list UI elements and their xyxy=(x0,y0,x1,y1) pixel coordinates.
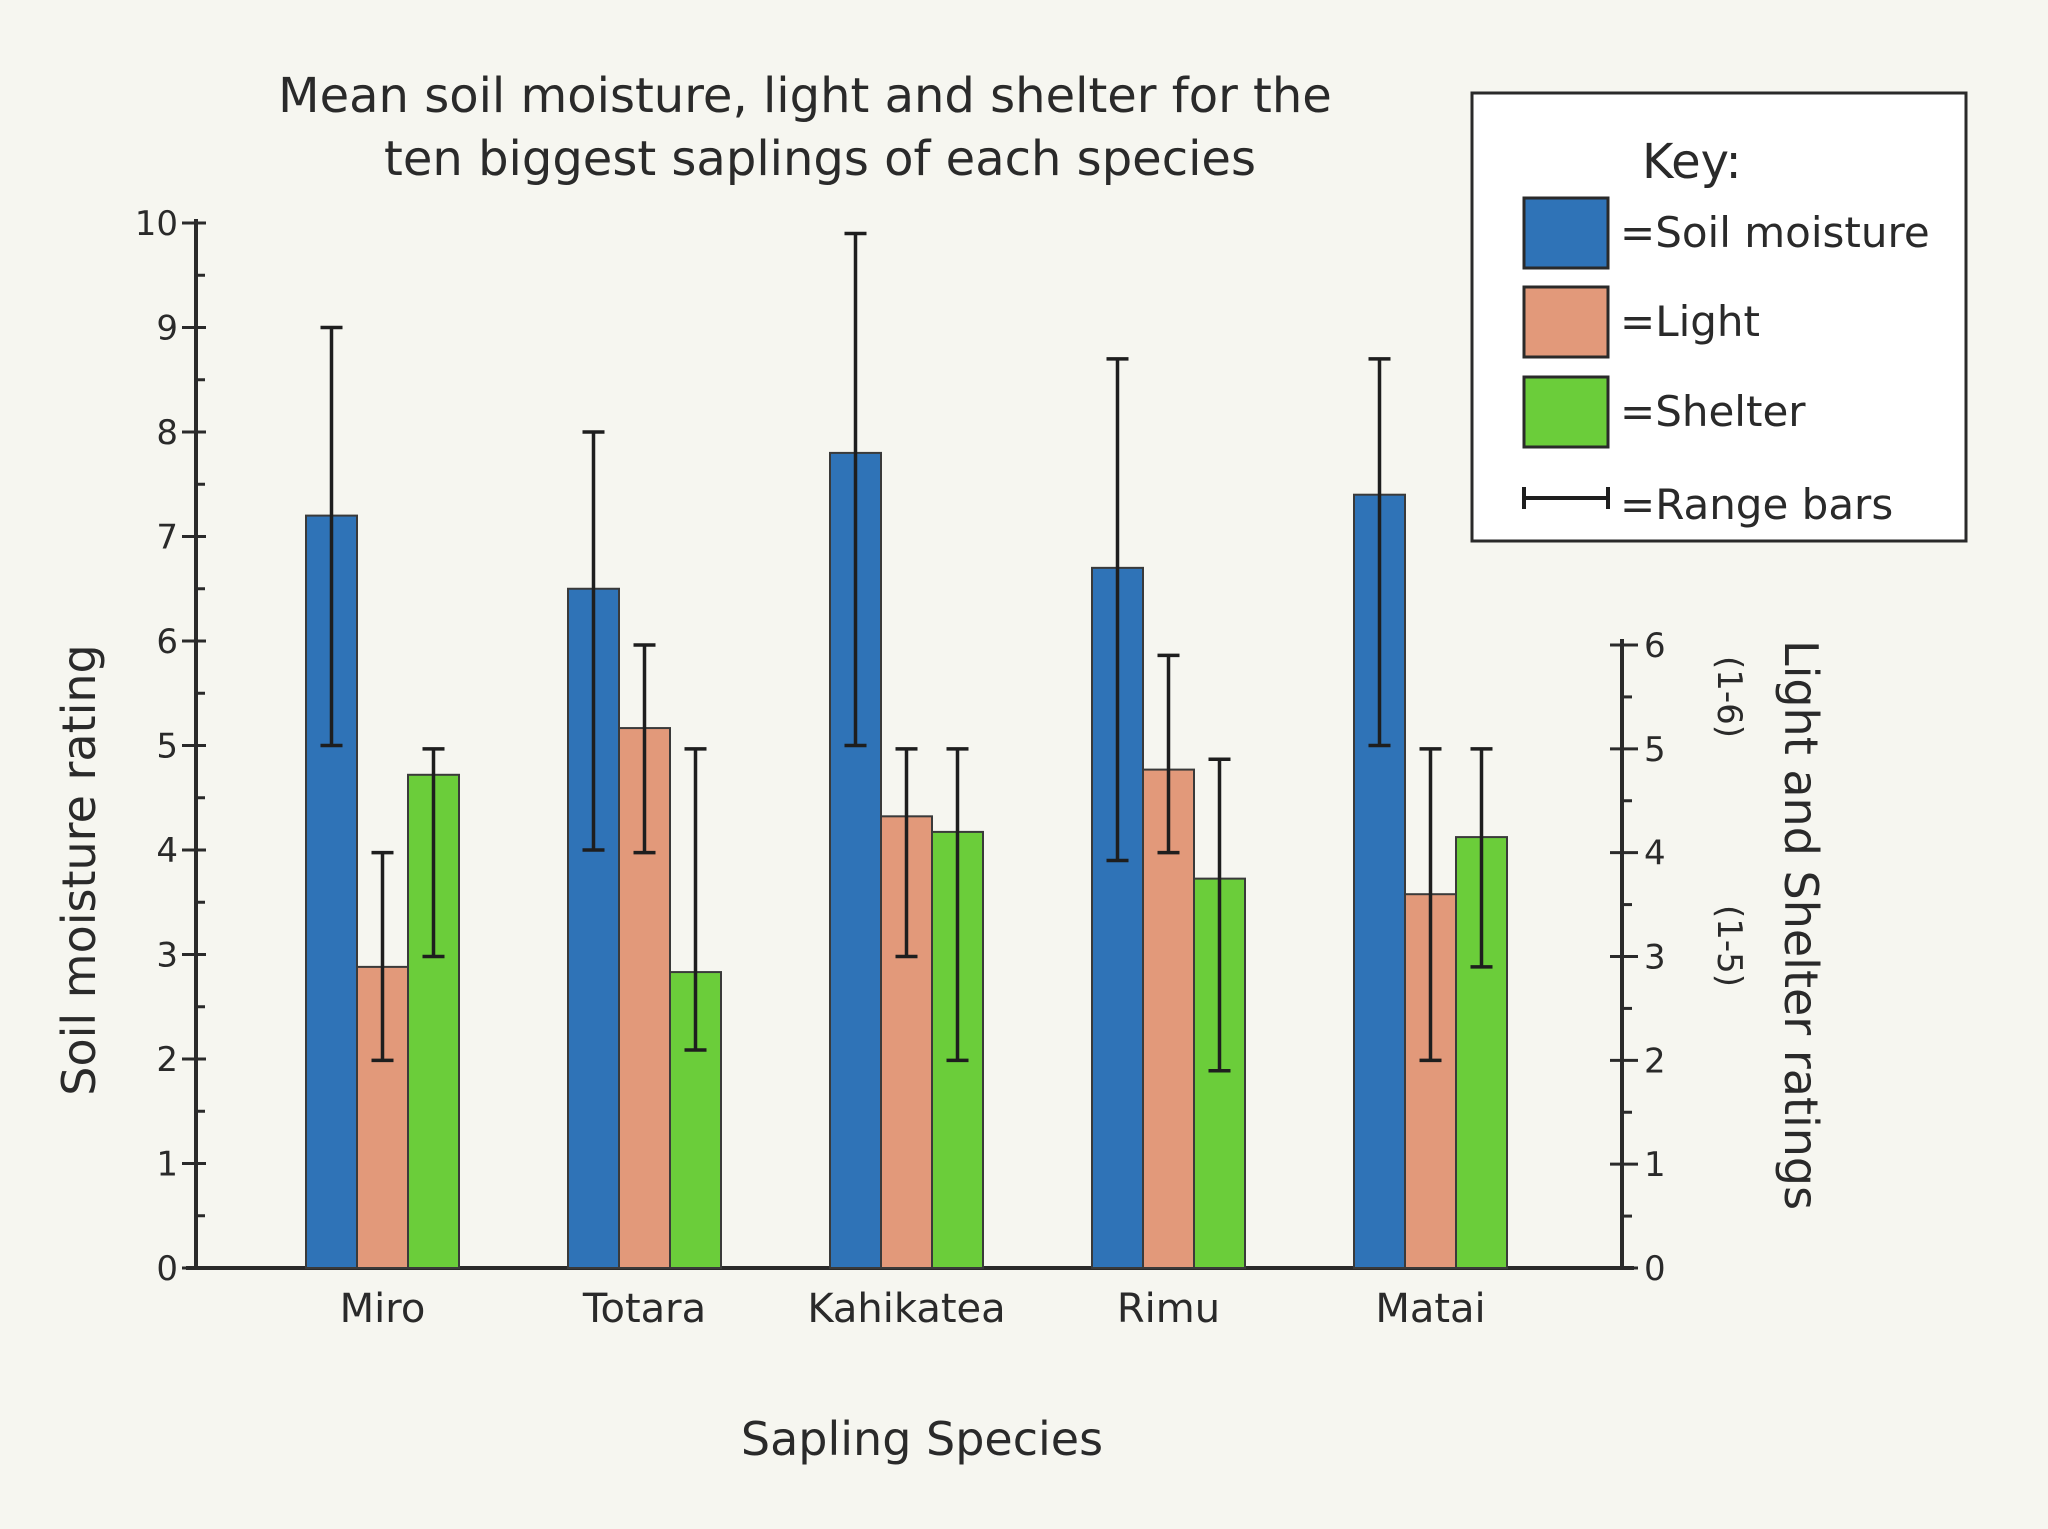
y-axis-left-label: Soil moisture rating xyxy=(52,644,106,1096)
y-left-tick-label: 4 xyxy=(156,831,178,871)
y-axis-right-label-light-range: (1-6) xyxy=(1709,656,1749,738)
x-axis-label: Sapling Species xyxy=(741,1412,1103,1466)
x-tick-label: Kahikatea xyxy=(807,1286,1005,1332)
legend-swatch xyxy=(1522,285,1610,359)
legend-swatch xyxy=(1522,196,1610,270)
y-left-tick-label: 0 xyxy=(156,1249,178,1289)
x-tick-label: Totara xyxy=(582,1286,706,1332)
y-right-tick-label: 2 xyxy=(1644,1041,1666,1081)
legend-swatch xyxy=(1522,375,1610,449)
y-left-tick-label: 2 xyxy=(156,1040,178,1080)
y-left-tick-label: 7 xyxy=(156,518,178,558)
legend-item-label: =Range bars xyxy=(1620,480,1893,529)
legend-item-label: =Soil moisture xyxy=(1620,208,1930,257)
chart-title-line-1: Mean soil moisture, light and shelter fo… xyxy=(278,68,1332,124)
x-tick-label: Rimu xyxy=(1117,1286,1220,1332)
bars xyxy=(305,451,1508,1270)
y-axis-right-label: Light and Shelter ratings (1-6) (1-5) xyxy=(1709,640,1828,1210)
y-left-tick-label: 6 xyxy=(156,622,178,662)
y-left-tick-label: 5 xyxy=(156,727,178,767)
y-left-tick-label: 8 xyxy=(156,413,178,453)
y-left-tick-label: 9 xyxy=(156,309,178,349)
legend-title: Key: xyxy=(1642,134,1742,190)
y-right-tick-label: 4 xyxy=(1644,834,1666,874)
y-left-tick-label: 10 xyxy=(135,204,178,244)
legend-item-label: =Shelter xyxy=(1620,387,1806,436)
y-right-tick-label: 0 xyxy=(1644,1249,1666,1289)
range-bars xyxy=(320,231,1493,1073)
x-tick-label: Matai xyxy=(1375,1286,1485,1332)
chart-title: Mean soil moisture, light and shelter fo… xyxy=(278,68,1332,187)
bar-light xyxy=(880,815,933,1269)
axes: 0 1 2 3 4 5 6 7 8 9 10 0 1 2 3 4 5 6 xyxy=(135,204,1666,1289)
x-tick-label: Miro xyxy=(340,1286,426,1332)
legend-items: =Soil moisture =Light =Shelter =Range bars xyxy=(1522,196,1930,529)
y-axis-right-label-line-1: Light and Shelter ratings xyxy=(1774,640,1828,1210)
y-left-tick-label: 1 xyxy=(156,1145,178,1185)
x-tick-labels: Miro Totara Kahikatea Rimu Matai xyxy=(340,1286,1486,1332)
legend: Key: =Soil moisture =Light =Shelter =Range … xyxy=(1470,91,1968,543)
y-right-tick-label: 3 xyxy=(1644,938,1666,978)
y-right-tick-label: 6 xyxy=(1644,626,1666,666)
y-left-tick-label: 3 xyxy=(156,936,178,976)
y-axis-right-label-shelter-range: (1-5) xyxy=(1709,905,1749,987)
y-right-tick-label: 1 xyxy=(1644,1145,1666,1185)
y-right-tick-label: 5 xyxy=(1644,730,1666,770)
legend-item-label: =Light xyxy=(1620,297,1760,346)
chart-title-line-2: ten biggest saplings of each species xyxy=(384,131,1256,187)
